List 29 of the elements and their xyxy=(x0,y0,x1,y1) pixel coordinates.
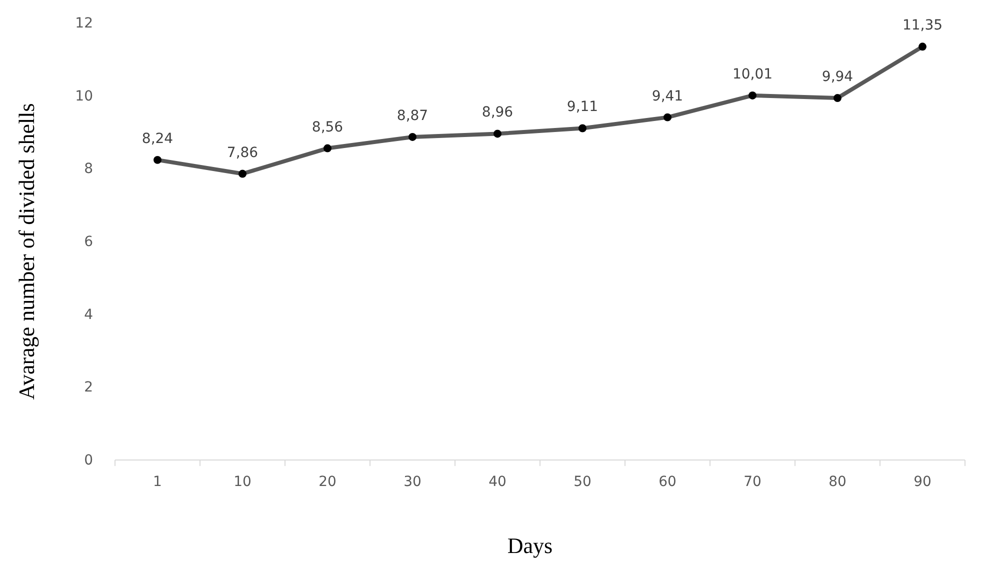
x-tick-label: 10 xyxy=(234,474,252,490)
x-tick-label: 80 xyxy=(828,474,846,490)
data-label: 7,86 xyxy=(226,144,258,161)
x-tick-label: 20 xyxy=(318,474,336,490)
x-tick-label: 40 xyxy=(488,474,506,490)
data-label: 8,24 xyxy=(142,130,174,147)
x-tick-label: 90 xyxy=(914,474,932,490)
y-tick-label: 2 xyxy=(84,380,93,396)
y-tick-label: 12 xyxy=(75,15,93,32)
y-tick-label: 4 xyxy=(84,306,94,323)
data-label: 10,01 xyxy=(732,66,773,82)
y-tick-label: 8 xyxy=(84,161,93,178)
y-axis-title: Avarage number of divided shells xyxy=(14,103,39,400)
y-tick-label: 10 xyxy=(75,88,93,104)
data-label: 9,94 xyxy=(822,69,854,86)
y-tick-label: 6 xyxy=(84,234,94,250)
x-tick-label: 70 xyxy=(744,474,762,490)
data-label: 11,35 xyxy=(902,18,943,34)
data-label: 8,87 xyxy=(396,108,428,124)
x-tick-label: 60 xyxy=(658,474,676,490)
x-axis-title: Days xyxy=(507,533,553,558)
y-tick-label: 0 xyxy=(84,452,93,468)
data-label: 8,96 xyxy=(482,104,514,121)
x-tick-label: 50 xyxy=(574,474,592,490)
data-label: 9,11 xyxy=(566,99,598,116)
data-label: 9,41 xyxy=(652,88,684,104)
x-tick-label: 1 xyxy=(153,474,162,490)
x-tick-label: 30 xyxy=(404,474,422,490)
data-label: 8,56 xyxy=(312,119,344,136)
